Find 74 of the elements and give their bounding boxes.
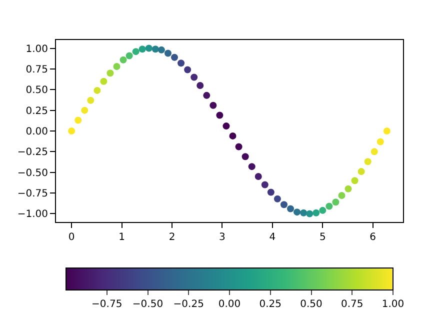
y-tick-label: 1.00 <box>26 44 48 55</box>
point <box>294 208 301 216</box>
point <box>267 188 274 196</box>
point <box>203 92 210 99</box>
point <box>113 62 120 70</box>
point <box>274 195 281 202</box>
point <box>312 209 320 216</box>
x-tick-label: 3 <box>219 232 226 243</box>
x-tick-label: 5 <box>319 232 326 243</box>
point <box>94 86 101 94</box>
point <box>332 198 340 206</box>
point <box>178 60 185 67</box>
point <box>383 128 390 134</box>
point <box>68 128 76 134</box>
x-tick-label: 0 <box>68 232 75 243</box>
point <box>74 116 82 124</box>
x-tick-label: 6 <box>370 232 376 243</box>
point <box>184 66 192 74</box>
point <box>190 74 198 81</box>
point <box>210 102 217 109</box>
y-tick-label: 0.75 <box>26 64 48 76</box>
point <box>261 181 268 188</box>
y-tick-label: 0.00 <box>26 126 48 138</box>
point <box>287 205 294 212</box>
point <box>242 153 249 160</box>
color-bar-label: 1.00 <box>382 299 404 310</box>
color-bar-label: 0.25 <box>259 299 282 310</box>
x-tick-label: 4 <box>269 232 276 243</box>
color-bar-label: 0.00 <box>218 299 241 310</box>
point <box>138 46 146 53</box>
point <box>171 54 178 61</box>
point <box>81 106 88 114</box>
point <box>100 78 108 85</box>
point <box>87 96 94 104</box>
color-bar-label: 0.50 <box>300 299 322 310</box>
y-tick-label: 0.50 <box>26 85 48 96</box>
point <box>248 163 256 170</box>
point <box>229 132 236 140</box>
color-bar-label: 0.75 <box>340 299 364 310</box>
x-tick-label: 1 <box>118 232 125 243</box>
point <box>120 56 127 64</box>
color-bar-label: −0.75 <box>92 299 122 310</box>
point <box>196 82 204 89</box>
point <box>306 210 314 218</box>
y-tick-label: −1.00 <box>17 209 48 220</box>
point <box>364 158 372 166</box>
point <box>158 46 165 54</box>
point <box>319 206 326 214</box>
point <box>280 201 288 208</box>
point <box>344 185 352 192</box>
point <box>216 112 224 119</box>
point <box>235 143 242 150</box>
point <box>338 192 346 200</box>
y-tick-label: −0.25 <box>17 147 48 158</box>
point <box>132 48 140 56</box>
point <box>106 70 114 77</box>
point <box>254 173 262 180</box>
point <box>300 209 308 216</box>
color-bar-label: −0.25 <box>173 299 204 310</box>
y-tick-label: −0.75 <box>17 188 48 200</box>
point <box>358 168 365 176</box>
y-tick-label: 0.25 <box>26 106 48 117</box>
point <box>145 44 152 52</box>
point <box>126 52 133 60</box>
x-tick-label: 2 <box>168 232 176 243</box>
y-tick-label: −0.50 <box>17 168 48 179</box>
point <box>222 122 230 130</box>
color-bar-label: −0.50 <box>132 299 164 310</box>
point <box>326 202 333 210</box>
point <box>370 148 378 156</box>
point <box>152 46 159 53</box>
point <box>164 50 172 57</box>
point <box>376 138 384 146</box>
point <box>351 177 358 184</box>
